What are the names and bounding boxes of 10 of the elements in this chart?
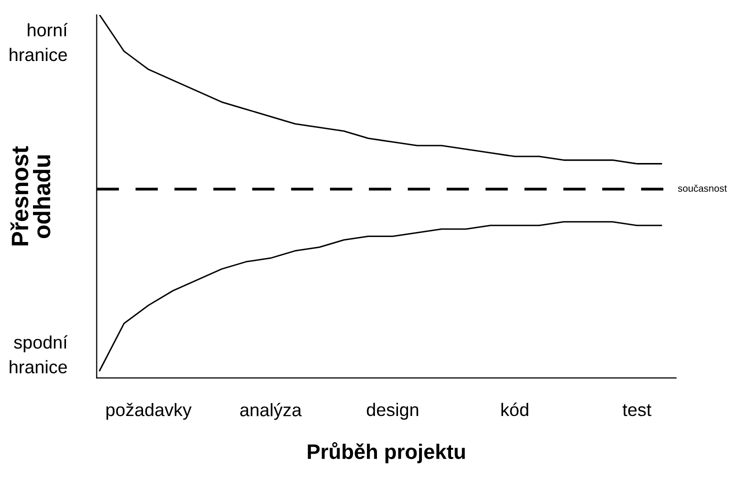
ref-line-label: současnost: [678, 184, 727, 192]
text: horní hranice: [10, 23, 68, 62]
x-tick-label: analýza: [240, 402, 302, 420]
x-tick-label: test: [622, 404, 652, 416]
x-axis-title: Průběh projektu: [308, 442, 465, 464]
x-tick-label: kód: [501, 402, 528, 416]
text: spodní hranice: [10, 335, 68, 374]
x-tick-label: design: [366, 402, 418, 420]
x-tick-label: požadavky: [106, 402, 192, 420]
y-axis-title: Přesnost odhadu: [10, 146, 50, 246]
